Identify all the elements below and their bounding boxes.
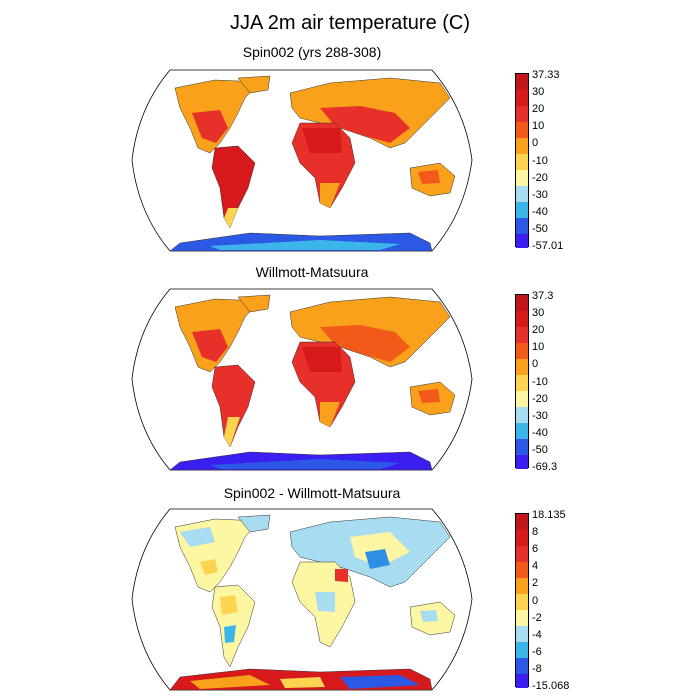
cb2-label: -69.3 (532, 461, 558, 473)
cb3-label: -2 (532, 612, 542, 624)
cb2-label: -20 (532, 393, 548, 405)
figure-title: JJA 2m air temperature (C) (229, 12, 471, 34)
cb3-label: 8 (532, 526, 539, 538)
panel-3-title: Spin002 - Willmott-Matsuura (223, 485, 401, 501)
cb1-label: -50 (532, 223, 548, 235)
cb3-label: 6 (532, 543, 539, 555)
cb1-label: 37.33 (532, 69, 560, 81)
cb2-label: 10 (532, 341, 545, 353)
cb3-label: -8 (532, 663, 542, 675)
cb2-label: -10 (532, 376, 548, 388)
cb1-label: -10 (532, 155, 548, 167)
panel-2-title: Willmott-Matsuura (255, 264, 369, 280)
cb3-label: 2 (532, 577, 539, 589)
panel-3-colorbar (515, 513, 529, 688)
cb2-label: 20 (532, 324, 545, 336)
panel-1-colorbar (515, 73, 529, 248)
cb1-label: -40 (532, 206, 548, 218)
cb3-label: -4 (532, 629, 542, 641)
cb2-label: -40 (532, 427, 548, 439)
cb2-label: 37.3 (532, 290, 554, 302)
cb3-label: 18.135 (532, 509, 566, 521)
panel-2-colorbar (515, 294, 529, 469)
panel-1-map (131, 69, 473, 252)
panel-1-title: Spin002 (yrs 288-308) (242, 44, 382, 60)
panel-3-map (131, 508, 473, 691)
cb1-label: -30 (532, 189, 548, 201)
panel-2-map (131, 288, 473, 471)
cb1-label: 0 (532, 137, 539, 149)
cb2-label: 30 (532, 307, 545, 319)
cb3-label: 0 (532, 595, 539, 607)
cb3-label: -6 (532, 646, 542, 658)
cb1-label: 20 (532, 103, 545, 115)
cb1-label: 10 (532, 120, 545, 132)
cb2-label: -50 (532, 444, 548, 456)
cb3-label: -15.068 (532, 680, 570, 692)
cb1-label: -57.01 (532, 240, 564, 252)
cb1-label: -20 (532, 172, 548, 184)
cb3-label: 4 (532, 560, 539, 572)
cb1-label: 30 (532, 86, 545, 98)
cb2-label: -30 (532, 410, 548, 422)
cb2-label: 0 (532, 358, 539, 370)
